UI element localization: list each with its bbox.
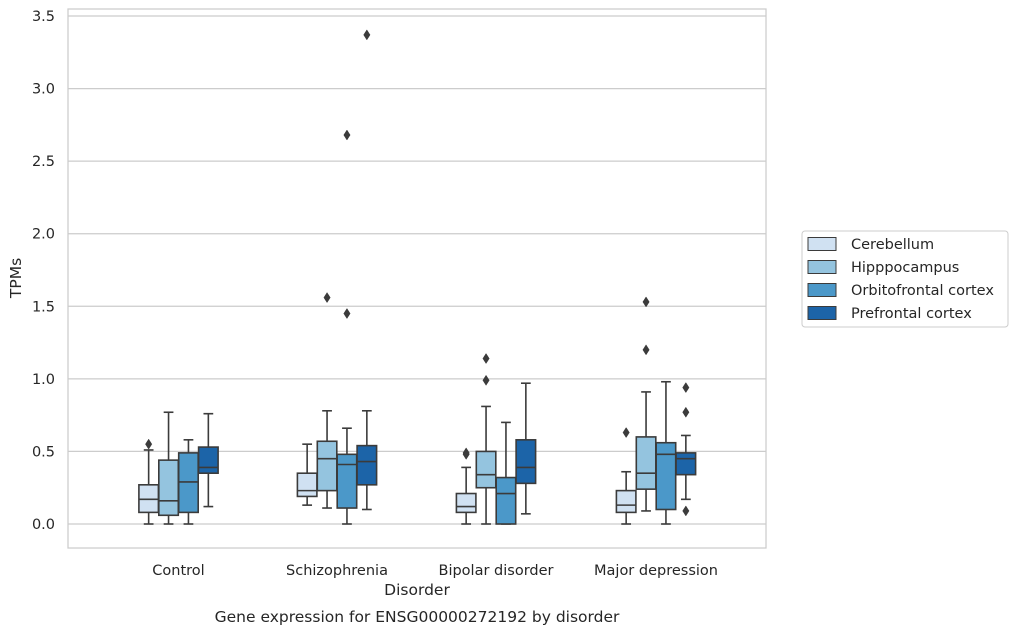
box bbox=[336, 453, 358, 509]
box-plots bbox=[138, 29, 697, 525]
legend-swatch bbox=[807, 237, 837, 251]
y-tick-label: 2.5 bbox=[32, 154, 55, 170]
y-tick-labels: 0.0 0.5 1.0 1.5 2.0 2.5 3.0 3.5 bbox=[32, 9, 55, 533]
y-tick-label: 2.0 bbox=[32, 227, 55, 243]
outlier-point bbox=[363, 29, 371, 41]
box bbox=[158, 459, 180, 517]
box-plot bbox=[197, 412, 219, 508]
legend-item: Orbitofrontal cortex bbox=[807, 283, 994, 299]
outlier-point bbox=[343, 308, 351, 320]
box-plot bbox=[296, 443, 318, 506]
legend-swatch bbox=[807, 283, 837, 297]
box bbox=[296, 472, 318, 498]
x-tick-label: Control bbox=[152, 563, 204, 579]
legend-item: Cerebellum bbox=[807, 237, 934, 253]
legend-label: Prefrontal cortex bbox=[851, 306, 972, 322]
outlier-point bbox=[323, 292, 331, 304]
y-tick-label: 0.5 bbox=[32, 444, 55, 460]
box bbox=[475, 450, 497, 489]
legend-swatch bbox=[807, 306, 837, 320]
outlier-point bbox=[682, 382, 690, 394]
outlier-point bbox=[682, 505, 690, 517]
box-plot bbox=[615, 427, 637, 525]
box bbox=[655, 441, 677, 511]
y-axis-label: TPMs bbox=[7, 258, 25, 299]
outlier-point bbox=[642, 344, 650, 356]
legend-label: Cerebellum bbox=[851, 237, 934, 253]
box-plot bbox=[455, 447, 477, 525]
box-plot bbox=[138, 438, 160, 525]
box bbox=[515, 439, 537, 485]
box bbox=[316, 440, 338, 492]
box-plot bbox=[316, 292, 338, 509]
plot-frame bbox=[67, 8, 767, 549]
legend-label: Hipppocampus bbox=[851, 260, 959, 276]
outlier-point bbox=[343, 129, 351, 141]
y-tick-label: 3.5 bbox=[32, 9, 55, 25]
legend-swatch bbox=[807, 260, 837, 274]
box bbox=[455, 492, 477, 514]
outlier-point bbox=[482, 374, 490, 386]
y-tick-label: 0.0 bbox=[32, 517, 55, 533]
y-tick-label: 1.0 bbox=[32, 372, 55, 388]
box bbox=[356, 444, 378, 486]
outlier-point bbox=[622, 427, 630, 439]
legend: Cerebellum Hipppocampus Orbitofrontal cort… bbox=[801, 230, 1009, 328]
y-tick-label: 1.5 bbox=[32, 299, 55, 315]
x-axis-label: Disorder bbox=[384, 581, 450, 599]
box bbox=[635, 436, 657, 490]
outlier-point bbox=[145, 438, 153, 450]
legend-label: Orbitofrontal cortex bbox=[851, 283, 994, 299]
box bbox=[615, 489, 637, 514]
box-plot bbox=[495, 421, 517, 525]
legend-item: Prefrontal cortex bbox=[807, 306, 972, 322]
outlier-point bbox=[482, 353, 490, 365]
x-tick-label: Major depression bbox=[594, 563, 718, 579]
box-plot bbox=[675, 382, 697, 517]
outlier-point bbox=[682, 406, 690, 418]
box-plot bbox=[475, 353, 497, 525]
chart-caption: Gene expression for ENSG00000272192 by d… bbox=[215, 608, 620, 626]
box bbox=[495, 476, 517, 525]
legend-frame bbox=[801, 230, 1009, 328]
box-plot bbox=[635, 296, 657, 512]
box-plot bbox=[177, 439, 199, 525]
x-tick-labels: Control Schizophrenia Bipolar disorder Majo… bbox=[152, 563, 718, 579]
box-plot bbox=[515, 382, 537, 515]
legend-item: Hipppocampus bbox=[807, 260, 959, 276]
outlier-point bbox=[642, 296, 650, 308]
y-tick-label: 3.0 bbox=[32, 82, 55, 98]
box-plot bbox=[655, 380, 677, 525]
x-tick-label: Schizophrenia bbox=[286, 563, 388, 579]
box-plot bbox=[356, 29, 378, 511]
box bbox=[675, 452, 697, 476]
box-plot bbox=[336, 129, 358, 525]
x-tick-label: Bipolar disorder bbox=[439, 563, 554, 579]
outlier-point bbox=[462, 447, 470, 459]
box bbox=[197, 446, 219, 474]
